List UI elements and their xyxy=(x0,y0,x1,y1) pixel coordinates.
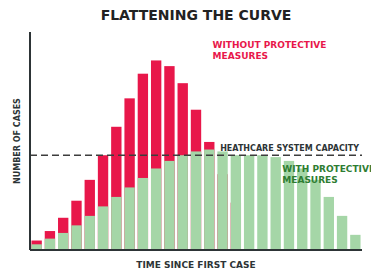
bar xyxy=(31,241,41,250)
bar xyxy=(58,233,68,250)
bar xyxy=(164,66,174,250)
capacity-label: HEATHCARE SYSTEM CAPACITY xyxy=(220,144,359,153)
bar xyxy=(45,239,55,250)
bar xyxy=(138,178,148,250)
bar xyxy=(124,187,134,250)
bar xyxy=(98,155,108,250)
bar xyxy=(98,206,108,250)
bar xyxy=(71,201,81,250)
bar xyxy=(111,127,121,250)
bar xyxy=(178,155,188,250)
bar xyxy=(257,155,267,250)
title: FLATTENING THE CURVE xyxy=(101,7,292,23)
chart: HEATHCARE SYSTEM CAPACITY WITHOUT PROTECT… xyxy=(0,0,371,280)
bar xyxy=(85,180,95,250)
bar xyxy=(310,180,320,250)
y-axis-label: NUMBER OF CASES xyxy=(13,98,22,184)
bar xyxy=(191,151,201,250)
bar xyxy=(191,110,201,250)
bar xyxy=(151,168,161,250)
bar xyxy=(217,151,227,250)
bar xyxy=(45,231,55,250)
x-axis-label: TIME SINCE FIRST CASE xyxy=(136,260,255,270)
bar xyxy=(58,218,68,250)
x-axis xyxy=(30,249,362,251)
bar xyxy=(337,216,347,250)
bar xyxy=(271,157,281,250)
bar xyxy=(204,150,214,250)
bar xyxy=(244,155,254,250)
annotation: WITHOUT PROTECTIVEMEASURES xyxy=(213,40,327,61)
bar xyxy=(111,197,121,250)
bar xyxy=(350,235,360,250)
bar xyxy=(178,83,188,250)
bar xyxy=(124,98,134,250)
bar xyxy=(204,142,214,250)
bar xyxy=(85,216,95,250)
bar xyxy=(164,161,174,250)
y-axis xyxy=(29,32,31,250)
bar xyxy=(71,225,81,250)
annotation: WITH PROTECTIVEMEASURES xyxy=(282,164,371,185)
bar xyxy=(231,155,241,250)
capacity-line xyxy=(30,154,362,156)
bars xyxy=(30,60,362,250)
bar xyxy=(324,197,334,250)
bar xyxy=(138,74,148,250)
